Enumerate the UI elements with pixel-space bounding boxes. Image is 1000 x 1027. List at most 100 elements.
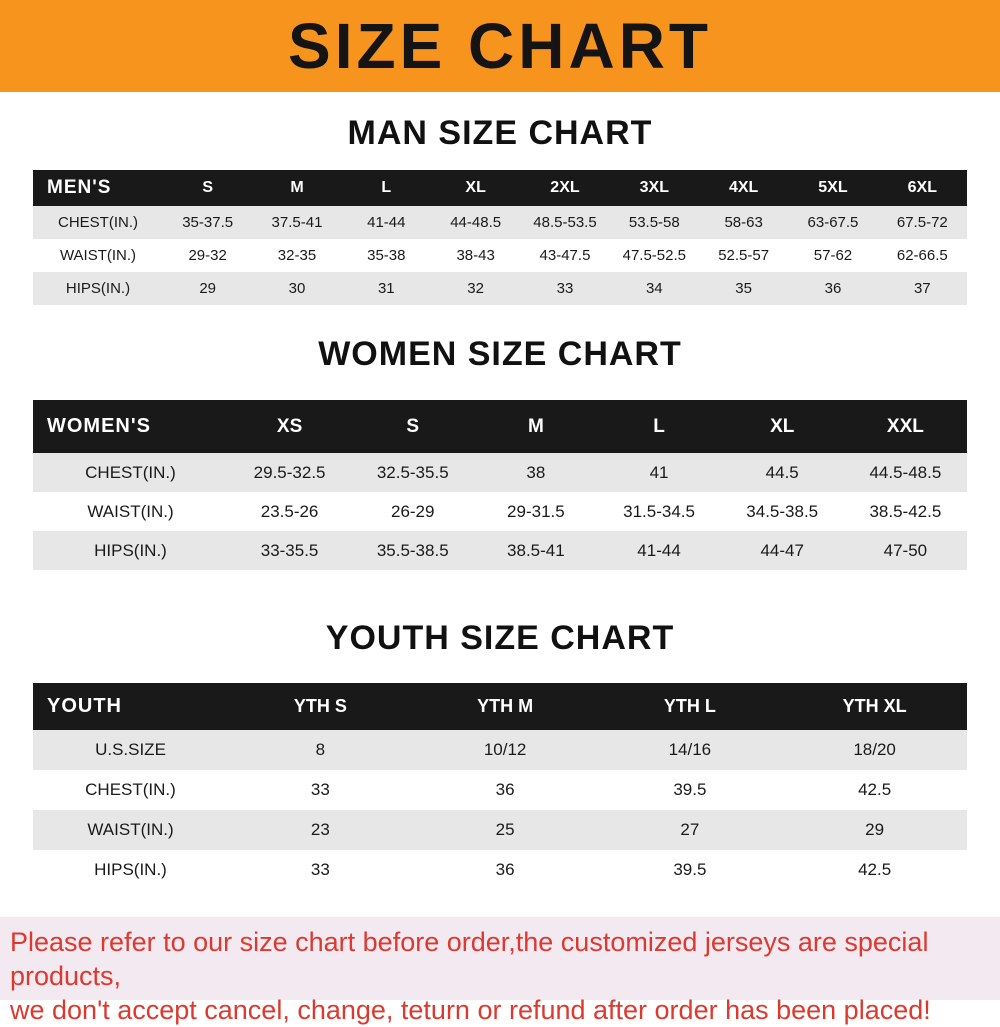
table-header-row: MEN'S S M L XL 2XL 3XL 4XL 5XL 6XL (33, 170, 967, 206)
women-size-table: WOMEN'S XS S M L XL XXL CHEST(IN.) 29.5-32.5 32.5… (33, 400, 967, 570)
table-cell: 36 (495, 780, 515, 799)
table-cell: 31 (377, 280, 395, 297)
row-label: HIPS(IN.) (94, 540, 167, 560)
women-size-section: WOMEN SIZE CHART WOMEN'S XS S M L XL XXL CHEST(… (0, 333, 1000, 570)
table-cell: 63-67.5 (807, 214, 859, 231)
table-cell: 44.5-48.5 (869, 462, 942, 482)
disclaimer: Please refer to our size chart before or… (0, 917, 1000, 1025)
table-cell: 41-44 (367, 214, 406, 231)
column-header: XL (720, 400, 844, 453)
table-cell: 36 (495, 860, 515, 879)
table-row: U.S.SIZE 8 10/12 14/16 18/20 (33, 730, 967, 770)
table-row: HIPS(IN.) 29 30 31 32 33 34 35 36 37 (33, 272, 967, 305)
table-cell: 29-32 (188, 247, 227, 264)
table-cell: 35-38 (367, 247, 406, 264)
column-header: L (597, 400, 721, 453)
table-cell: 38.5-41 (507, 540, 565, 560)
table-cell: 53.5-58 (628, 214, 680, 231)
table-cell: 18/20 (853, 740, 896, 759)
banner: SIZE CHART (0, 0, 1000, 92)
column-header: S (163, 170, 253, 206)
table-cell: 42.5 (858, 780, 892, 799)
row-label: HIPS(IN.) (94, 860, 167, 879)
table-cell: 47.5-52.5 (622, 247, 686, 264)
column-header: L (341, 170, 431, 206)
table-cell: 35.5-38.5 (376, 540, 449, 560)
table-row: CHEST(IN.) 33 36 39.5 42.5 (33, 770, 967, 810)
column-header: S (351, 400, 475, 453)
row-label: CHEST(IN.) (58, 214, 138, 231)
table-cell: 33 (310, 860, 330, 879)
column-header: 4XL (698, 170, 789, 206)
column-header: YTH L (597, 683, 783, 730)
man-section-title: MAN SIZE CHART (347, 114, 653, 152)
table-cell: 32 (467, 280, 484, 297)
table-cell: 34.5-38.5 (746, 501, 819, 521)
disclaimer-line-2: we don't accept cancel, change, teturn o… (10, 995, 931, 1025)
row-label: WAIST(IN.) (87, 501, 174, 521)
column-header: YTH S (228, 683, 413, 730)
table-cell: 57-62 (813, 247, 853, 264)
column-header: XS (228, 400, 352, 453)
table-cell: 38-43 (456, 247, 495, 264)
column-header: M (474, 400, 598, 453)
table-row: CHEST(IN.) 29.5-32.5 32.5-35.5 38 41 44.5 44.5… (33, 453, 967, 492)
corner-label: YOUTH (33, 683, 228, 730)
column-header: YTH XL (782, 683, 967, 730)
table-header-row: YOUTH YTH S YTH M YTH L YTH XL (33, 683, 967, 730)
row-label: WAIST(IN.) (87, 820, 174, 839)
table-cell: 47-50 (883, 540, 928, 560)
table-cell: 31.5-34.5 (623, 501, 695, 521)
table-cell: 37.5-41 (271, 214, 323, 231)
table-cell: 58-63 (724, 214, 763, 231)
table-header-row: WOMEN'S XS S M L XL XXL (33, 400, 967, 453)
page-title: SIZE CHART (288, 10, 712, 82)
table-row: HIPS(IN.) 33-35.5 35.5-38.5 38.5-41 41-44 44-… (33, 531, 967, 570)
table-cell: 43-47.5 (539, 247, 591, 264)
row-label: CHEST(IN.) (85, 780, 176, 799)
column-header: 3XL (609, 170, 699, 206)
table-cell: 41-44 (637, 540, 681, 560)
row-label: CHEST(IN.) (85, 462, 176, 482)
row-label: HIPS(IN.) (65, 280, 131, 297)
disclaimer-line-1: Please refer to our size chart before or… (10, 927, 929, 991)
table-cell: 39.5 (673, 780, 707, 799)
table-row: HIPS(IN.) 33 36 39.5 42.5 (33, 850, 967, 890)
table-cell: 29-31.5 (507, 501, 565, 521)
corner-label: WOMEN'S (33, 400, 228, 453)
women-section-title: WOMEN SIZE CHART (318, 335, 682, 373)
table-row: WAIST(IN.) 23 25 27 29 (33, 810, 967, 850)
table-cell: 38 (526, 462, 546, 482)
table-cell: 10/12 (483, 740, 527, 759)
table-cell: 37 (913, 280, 931, 297)
table-cell: 35 (735, 280, 752, 297)
table-cell: 62-66.5 (896, 247, 948, 264)
table-cell: 41 (649, 462, 669, 482)
table-cell: 33 (310, 780, 330, 799)
column-header: YTH M (412, 683, 598, 730)
table-cell: 8 (315, 740, 326, 759)
youth-size-table: YOUTH YTH S YTH M YTH L YTH XL U.S.SIZE 8 10/12… (33, 683, 967, 890)
youth-section-title: YOUTH SIZE CHART (325, 619, 675, 657)
table-cell: 36 (824, 280, 842, 297)
table-cell: 23.5-26 (260, 501, 319, 521)
column-header: M (252, 170, 342, 206)
table-cell: 34 (645, 280, 663, 297)
table-cell: 26-29 (390, 501, 435, 521)
table-cell: 30 (288, 280, 306, 297)
youth-size-section: YOUTH SIZE CHART YOUTH YTH S YTH M YTH L YTH… (0, 617, 1000, 890)
table-cell: 29 (199, 280, 216, 297)
table-cell: 52.5-57 (718, 247, 770, 264)
table-cell: 67.5-72 (896, 214, 948, 231)
table-cell: 44-48.5 (450, 214, 502, 231)
table-cell: 25 (495, 820, 515, 839)
table-row: WAIST(IN.) 29-32 32-35 35-38 38-43 43-47.5 47.… (33, 239, 967, 272)
row-label: WAIST(IN.) (59, 247, 137, 264)
table-cell: 44.5 (765, 462, 799, 482)
table-row: WAIST(IN.) 23.5-26 26-29 29-31.5 31.5-34.5 34… (33, 492, 967, 531)
table-cell: 29 (865, 820, 885, 839)
column-header: 6XL (877, 170, 967, 206)
table-cell: 33 (556, 280, 574, 297)
table-cell: 29.5-32.5 (253, 462, 326, 482)
column-header: 5XL (788, 170, 878, 206)
